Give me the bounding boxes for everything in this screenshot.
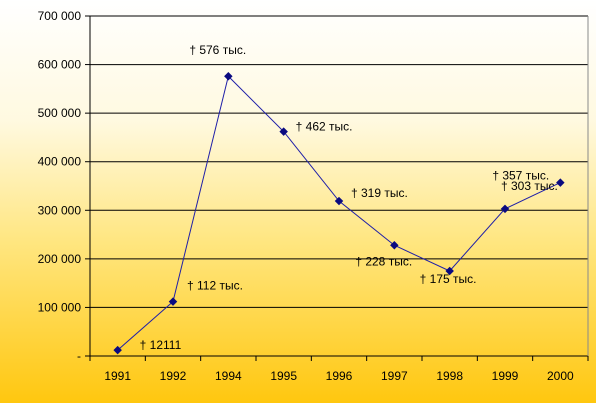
x-tick-label: 1998 (436, 369, 463, 383)
data-point (390, 241, 399, 250)
data-labels: † 12111 † 112 тыс. † 576 тыс. † 462 тыс. † 3… (140, 43, 558, 352)
x-tick-label: 1992 (160, 369, 187, 383)
x-tick-label: 1994 (215, 369, 242, 383)
y-tick-label: 400 000 (38, 155, 82, 169)
data-point (224, 71, 233, 81)
y-tick-labels: - 100 000 200 000 300 000 400 000 500 000 600 … (38, 9, 82, 363)
data-label: † 319 тыс. (351, 186, 408, 200)
axes (85, 15, 589, 361)
data-label: † 576 тыс. (189, 43, 246, 57)
data-point (279, 127, 288, 136)
data-label: † 303 тыс. (501, 179, 558, 193)
data-point (168, 297, 178, 306)
y-tick-label: - (77, 349, 81, 363)
data-label: † 12111 (140, 338, 182, 352)
grid-lines (90, 15, 588, 308)
y-tick-label: 300 000 (38, 203, 82, 217)
x-tick-label: 1997 (381, 369, 408, 383)
data-point (334, 196, 344, 206)
series-line (117, 75, 561, 351)
data-label: † 112 тыс. (187, 279, 243, 293)
x-tick-label: 1996 (326, 369, 353, 383)
data-point (113, 345, 122, 355)
y-tick-label: 100 000 (38, 300, 82, 314)
data-label: † 228 тыс. (355, 254, 412, 268)
data-label: † 462 тыс. (296, 120, 353, 134)
y-tick-label: 200 000 (38, 252, 82, 266)
data-point (445, 266, 454, 276)
x-tick-labels: 1991 1992 1994 1995 1996 1997 1998 1999 2000 (104, 369, 574, 383)
series-group (113, 71, 565, 355)
y-tick-label: 600 000 (38, 58, 82, 72)
x-tick-label: 2000 (547, 369, 574, 383)
data-label: † 175 тыс. (420, 272, 477, 286)
x-tick-label: 1999 (492, 369, 519, 383)
data-label: † 357 тыс. (492, 169, 549, 183)
x-tick-label: 1995 (270, 369, 297, 383)
y-tick-label: 700 000 (38, 9, 82, 23)
y-tick-label: 500 000 (38, 106, 82, 120)
x-tick-label: 1991 (104, 369, 131, 383)
data-point (500, 204, 510, 214)
